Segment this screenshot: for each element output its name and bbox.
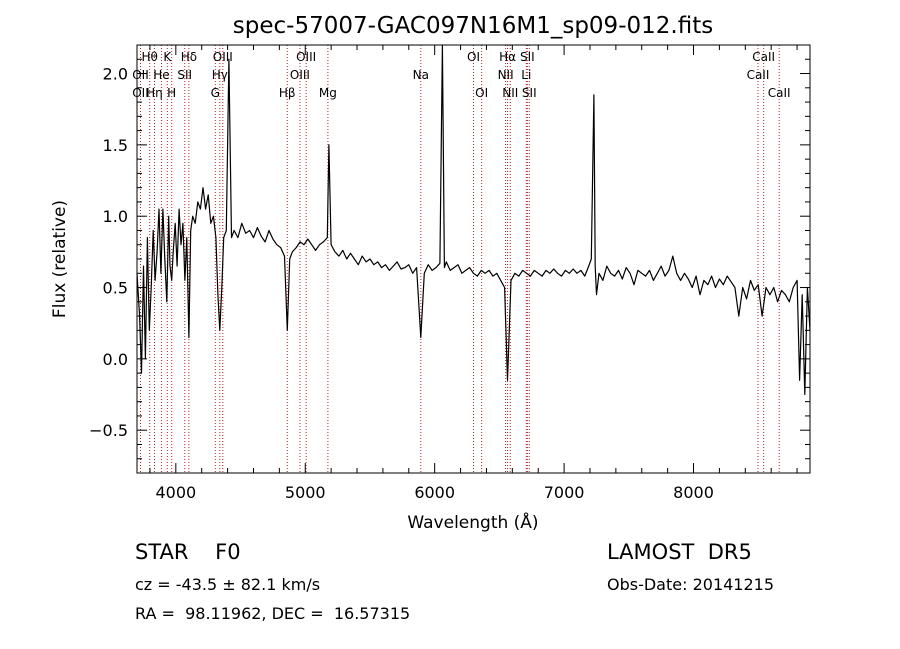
- y-tick-label: 1.0: [103, 207, 128, 226]
- object-type: STAR F0: [135, 540, 241, 564]
- line-label: OII: [132, 68, 149, 82]
- y-tick-label: 0.0: [103, 350, 128, 369]
- line-label: OIII: [296, 50, 316, 64]
- line-label: NII: [498, 68, 514, 82]
- line-label: K: [163, 50, 172, 64]
- line-label: Hα: [499, 50, 516, 64]
- x-tick-label: 8000: [673, 483, 714, 502]
- redshift-velocity: cz = -43.5 ± 82.1 km/s: [135, 575, 321, 594]
- x-tick-label: 6000: [414, 483, 455, 502]
- line-label: Hη: [146, 86, 163, 100]
- line-label: OIII: [290, 68, 310, 82]
- y-tick-label: 1.5: [103, 136, 128, 155]
- line-label: OI: [467, 50, 480, 64]
- line-label: Hδ: [181, 50, 197, 64]
- line-label: Na: [413, 68, 429, 82]
- observation-date: Obs-Date: 20141215: [607, 575, 775, 594]
- line-marker-layer: [139, 45, 780, 473]
- line-label: OI: [475, 86, 488, 100]
- y-tick-label: 2.0: [103, 65, 128, 84]
- chart-title: spec-57007-GAC097N16M1_sp09-012.fits: [233, 13, 713, 39]
- spectrum-series: [136, 44, 811, 396]
- line-label: CaII: [752, 50, 775, 64]
- y-tick-label: −0.5: [89, 421, 128, 440]
- line-label: Mg: [319, 86, 337, 100]
- line-label: Hθ: [141, 50, 157, 64]
- spectrum-line: [136, 44, 811, 396]
- line-label: He: [153, 68, 169, 82]
- line-label: OII: [132, 86, 149, 100]
- line-label: G: [211, 86, 220, 100]
- x-tick-label: 7000: [544, 483, 585, 502]
- axis-ticks: 4000 5000 6000 7000 8000 −0.5 0.0 0.5 1.0 1.5 2.0: [89, 44, 810, 502]
- line-label: CaII: [747, 68, 770, 82]
- line-label: Li: [521, 68, 531, 82]
- line-label: Hγ: [212, 68, 228, 82]
- coordinates: RA = 98.11962, DEC = 16.57315: [135, 604, 411, 623]
- y-tick-label: 0.5: [103, 279, 128, 298]
- x-tick-label: 5000: [285, 483, 326, 502]
- line-label: SII: [177, 68, 192, 82]
- line-label: Hβ: [279, 86, 296, 100]
- x-axis-label: Wavelength (Å): [407, 511, 538, 533]
- line-label: NII: [502, 86, 518, 100]
- line-label: SII: [522, 86, 537, 100]
- survey-name: LAMOST DR5: [607, 540, 752, 564]
- y-axis-label: Flux (relative): [50, 200, 70, 318]
- line-label: CaII: [768, 86, 791, 100]
- line-label: OIII: [213, 50, 233, 64]
- x-tick-label: 4000: [155, 483, 196, 502]
- line-label: H: [167, 86, 176, 100]
- line-label: SII: [520, 50, 535, 64]
